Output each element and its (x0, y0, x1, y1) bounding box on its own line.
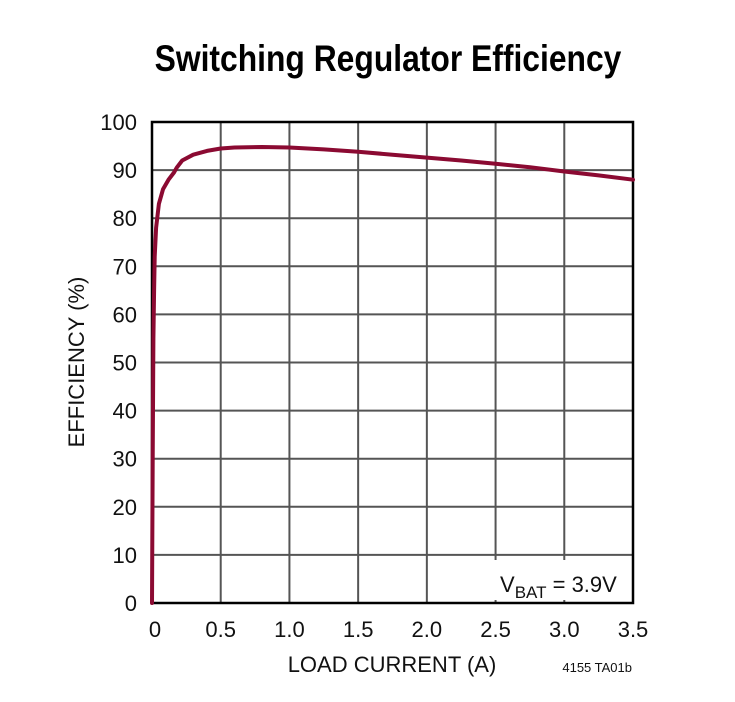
y-tick-label: 60 (113, 302, 137, 327)
chart-title: Switching Regulator Efficiency (154, 38, 622, 79)
x-tick-label: 0.5 (205, 617, 236, 642)
y-axis-label: EFFICIENCY (%) (64, 277, 89, 448)
x-tick-labels: 0 0.5 1.0 1.5 2.0 2.5 3.0 3.5 (149, 617, 648, 642)
x-tick-label: 2.5 (480, 617, 511, 642)
y-tick-label: 50 (113, 351, 137, 376)
y-tick-label: 90 (113, 158, 137, 183)
annotation-bg (490, 560, 630, 600)
efficiency-curve (150, 145, 635, 605)
y-tick-label: 70 (113, 254, 137, 279)
y-tick-label: 40 (113, 399, 137, 424)
x-tick-label: 0 (149, 617, 161, 642)
x-tick-label: 1.5 (343, 617, 374, 642)
y-tick-label: 10 (113, 543, 137, 568)
y-tick-labels: 0 10 20 30 40 50 60 70 80 90 100 (100, 110, 137, 616)
y-tick-label: 100 (100, 110, 137, 135)
x-tick-label: 3.5 (618, 617, 649, 642)
y-tick-label: 30 (113, 447, 137, 472)
grid-lines (152, 122, 633, 603)
y-tick-label: 20 (113, 495, 137, 520)
x-axis-label: LOAD CURRENT (A) (288, 652, 497, 677)
vbat-annotation: VBAT = 3.9V (500, 572, 617, 602)
x-tick-label: 2.0 (412, 617, 443, 642)
y-tick-label: 0 (125, 591, 137, 616)
x-tick-label: 1.0 (274, 617, 305, 642)
x-tick-label: 3.0 (549, 617, 580, 642)
figure-code: 4155 TA01b (562, 660, 632, 675)
y-tick-label: 80 (113, 206, 137, 231)
